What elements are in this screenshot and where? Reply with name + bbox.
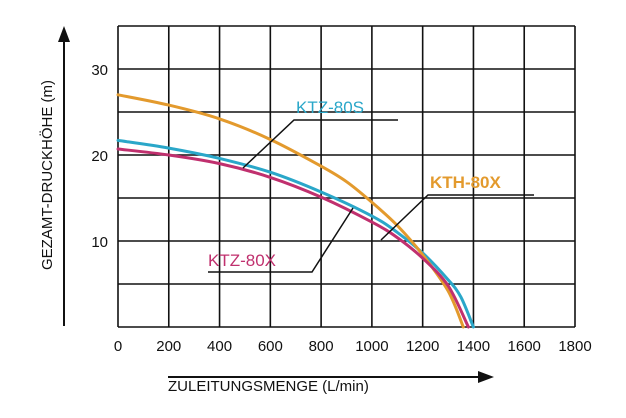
x-tick-label-1400: 1400 (457, 338, 490, 355)
curve-ktz-80s (116, 138, 475, 329)
chart-curves (116, 93, 475, 329)
x-tick-label-600: 600 (258, 338, 283, 355)
tick-labels: 0 200 400 600 800 1000 1200 1400 1600 1800 10 20 30 (91, 62, 591, 355)
x-tick-label-1800: 1800 (558, 338, 591, 355)
x-tick-label-200: 200 (156, 338, 181, 355)
y-axis-title: GEZAMT-DRUCKHÖHE (m) (38, 80, 56, 270)
x-tick-label-1200: 1200 (406, 338, 439, 355)
leader-line-kth-80x (380, 194, 534, 241)
leader-line-ktz-80s (242, 119, 398, 169)
curve-ktz-80x (116, 147, 470, 329)
x-axis-title: ZULEITUNGSMENGE (L/min) (168, 378, 369, 395)
x-tick-label-0: 0 (114, 338, 122, 355)
x-tick-label-400: 400 (207, 338, 232, 355)
chart-axes (58, 26, 494, 383)
chart-grid (117, 25, 576, 328)
x-tick-label-1000: 1000 (355, 338, 388, 355)
y-tick-label-10: 10 (91, 234, 108, 251)
series-label-kth-80x: KTH-80X (430, 173, 502, 192)
x-axis-arrowhead (478, 371, 494, 383)
series-label-ktz-80x: KTZ-80X (208, 251, 276, 270)
x-tick-label-800: 800 (309, 338, 334, 355)
y-tick-label-20: 20 (91, 148, 108, 165)
x-tick-label-1600: 1600 (508, 338, 541, 355)
series-labels: KTZ-80S KTH-80X KTZ-80X (208, 98, 534, 273)
leader-line-ktz-80x (208, 207, 354, 273)
y-tick-label-30: 30 (91, 62, 108, 79)
series-label-ktz-80s: KTZ-80S (296, 98, 364, 117)
y-axis-arrowhead (58, 26, 70, 42)
